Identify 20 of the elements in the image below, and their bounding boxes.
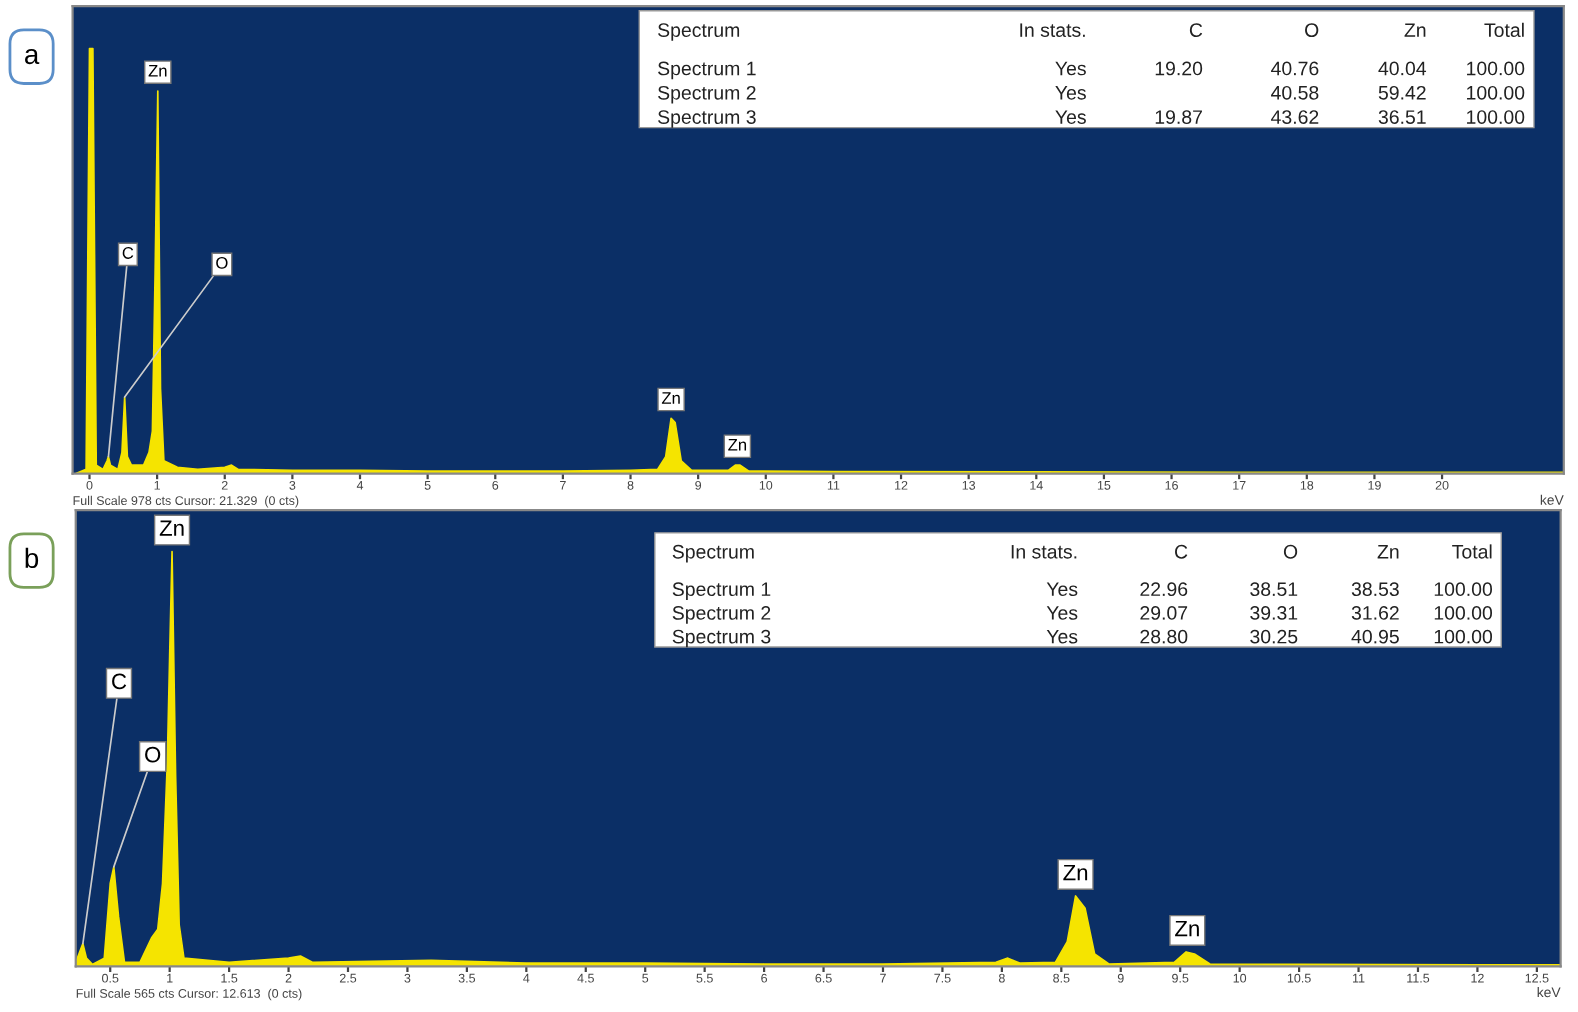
annotation: O (145, 746, 161, 763)
text: Spectrum In stats. C O Zn Total (672, 544, 1492, 563)
chart-title: b (25, 547, 39, 569)
text: Spectrum 2 Yes 29.07 39.31 31.62 100.00 (672, 606, 1493, 624)
annotation: Zn (1063, 864, 1088, 881)
annotation: C (112, 673, 127, 690)
annotation: O (216, 257, 228, 269)
annotation: C (122, 247, 134, 259)
text: Spectrum 1 Yes 22.96 38.51 38.53 100.00 (672, 582, 1493, 600)
chart-title: a (25, 48, 40, 65)
annotation: Zn (159, 520, 184, 536)
annotation: Zn (1175, 920, 1199, 937)
text: Spectrum 1 Yes 19.20 40.76 40.04 100.00 (658, 61, 1525, 80)
text: Spectrum 3 Yes 28.80 30.25 40.95 100.00 (672, 629, 1493, 648)
annotation: Zn (728, 439, 747, 451)
annotation: Zn (148, 65, 167, 77)
text: Spectrum 2 Yes 40.58 59.42 100.00 (658, 85, 1525, 104)
text: Spectrum In stats. C O Zn Total (658, 22, 1524, 41)
annotation: Zn (661, 392, 680, 404)
text: Spectrum 3 Yes 19.87 43.62 36.51 100.00 (658, 110, 1525, 128)
